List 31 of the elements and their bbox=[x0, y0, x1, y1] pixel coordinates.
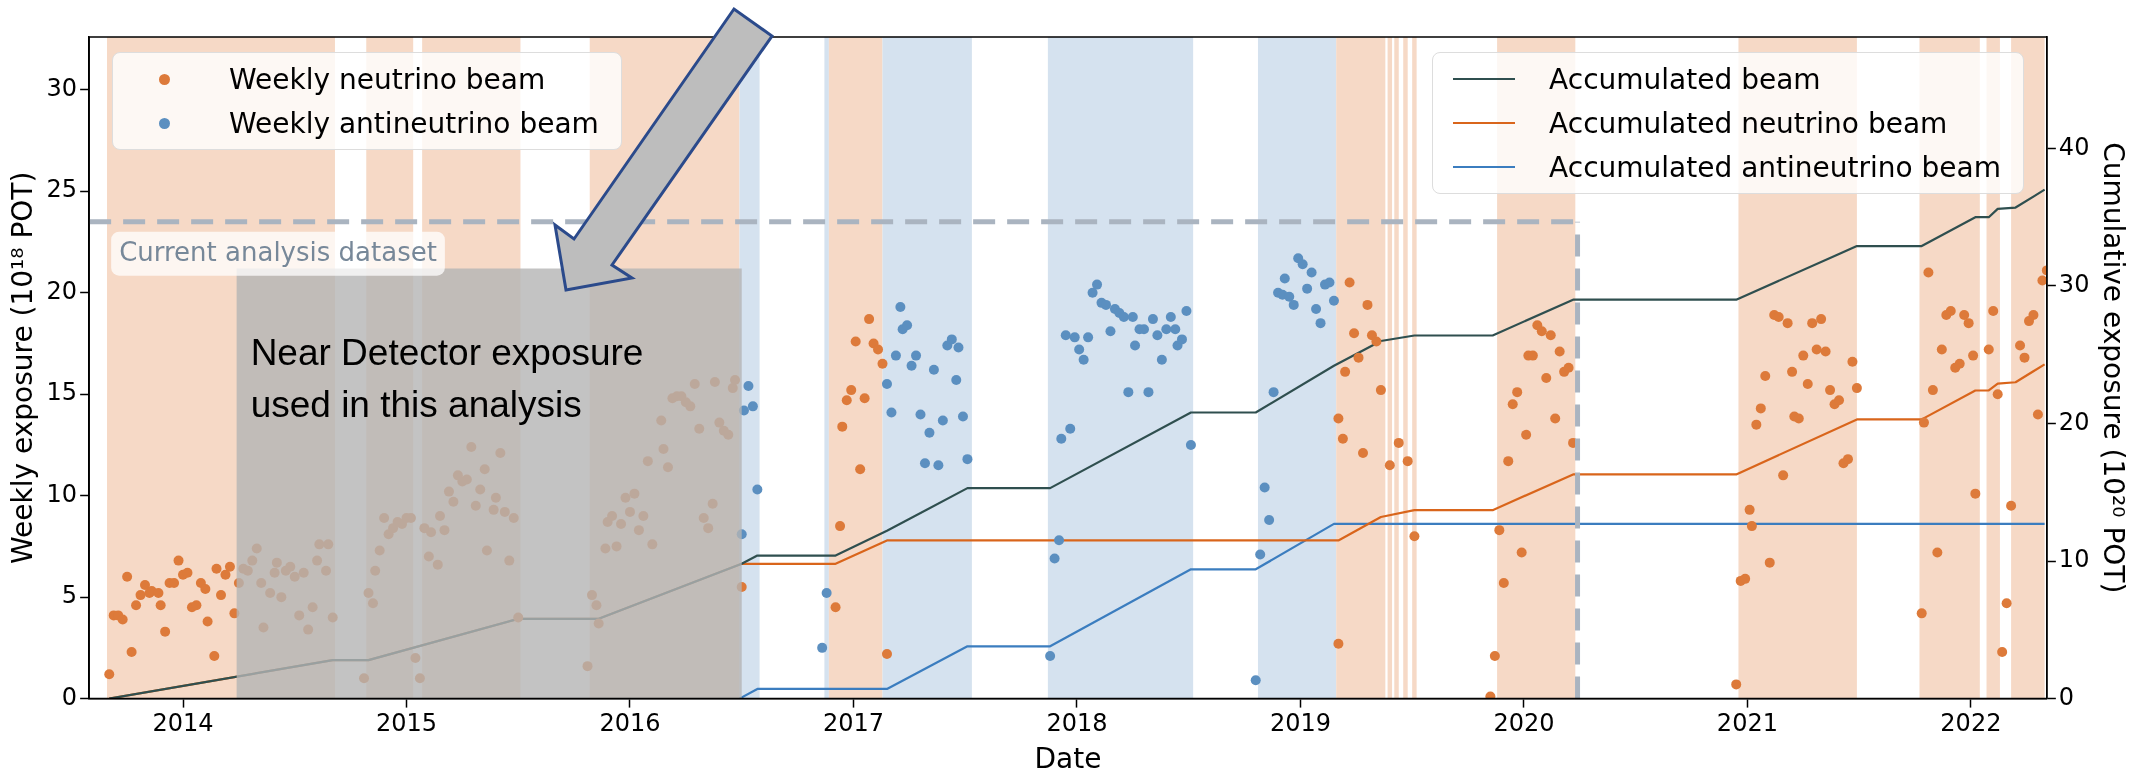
x-tick-label: 2016 bbox=[599, 709, 661, 738]
y2-axis-title: Cumulative exposure (10²⁰ POT) bbox=[2096, 142, 2130, 594]
y-tick-label: 0 bbox=[61, 682, 78, 711]
y2-tick-label: 40 bbox=[2058, 132, 2090, 161]
x-tick-label: 2021 bbox=[1716, 709, 1778, 738]
y2-tick-label: 30 bbox=[2058, 270, 2090, 299]
y-tick-label: 30 bbox=[46, 74, 78, 102]
x-tick-label: 2019 bbox=[1269, 709, 1331, 738]
x-axis-title: Date bbox=[1034, 742, 1102, 776]
legend-label: Weekly neutrino beam bbox=[229, 62, 546, 96]
y-tick-label: 10 bbox=[46, 479, 78, 508]
band-label: Near Detector exposure used in this analysis bbox=[250, 331, 644, 425]
legend-label: Accumulated antineutrino beam bbox=[1549, 150, 2001, 184]
y-tick-label: 25 bbox=[46, 175, 78, 204]
x-tick-label: 2017 bbox=[822, 709, 884, 738]
x-tick-label: 2015 bbox=[375, 709, 438, 738]
y2-tick-label: 10 bbox=[2058, 545, 2090, 574]
x-tick-label: 2018 bbox=[1046, 709, 1108, 738]
legend-label: Accumulated neutrino beam bbox=[1549, 106, 1948, 140]
ref-line-label: Current analysis dataset bbox=[119, 237, 437, 268]
x-tick-label: 2014 bbox=[152, 709, 214, 738]
x-tick-label: 2020 bbox=[1493, 709, 1555, 738]
y-tick-label: 15 bbox=[46, 378, 78, 407]
x-tick-label: 2022 bbox=[1940, 709, 2002, 738]
y-tick-label: 5 bbox=[61, 581, 78, 610]
y-tick-label: 20 bbox=[46, 276, 78, 305]
legend-label: Accumulated beam bbox=[1549, 62, 1821, 96]
y2-tick-label: 20 bbox=[2058, 407, 2090, 436]
y2-tick-label: 0 bbox=[2058, 682, 2075, 711]
y-axis-title: Weekly exposure (10¹⁸ POT) bbox=[6, 171, 40, 564]
legend-label: Weekly antineutrino beam bbox=[229, 106, 599, 140]
